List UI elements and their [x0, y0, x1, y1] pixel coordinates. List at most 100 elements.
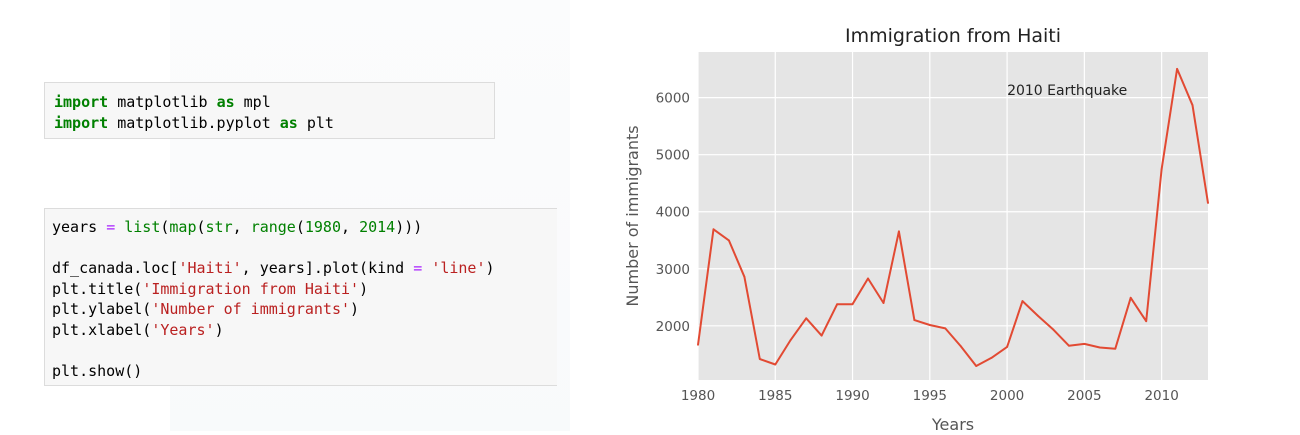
code-line: import matplotlib as mpl [54, 92, 494, 113]
code-cell-imports[interactable]: import matplotlib as mpl import matplotli… [44, 82, 495, 139]
code-line: import matplotlib.pyplot as plt [54, 113, 494, 134]
code-line: plt.ylabel('Number of immigrants') [52, 299, 557, 320]
data-point [820, 334, 823, 337]
y-tick-label: 6000 [656, 91, 690, 107]
data-point [851, 303, 854, 306]
code-token: ) [359, 279, 369, 298]
x-tick-label: 1980 [681, 388, 715, 404]
code-token: = [106, 218, 116, 236]
code-token: 'Number of immigrants' [151, 300, 351, 318]
data-point [728, 239, 730, 242]
code-token: 'Haiti' [178, 259, 242, 277]
data-point [1114, 347, 1117, 350]
code-line: years = list(map(str, range(1980, 2014))… [52, 217, 557, 238]
code-token: ( [160, 218, 170, 236]
code-token: plt.ylabel( [52, 300, 152, 318]
data-point [882, 302, 885, 304]
x-tick-label: 1995 [913, 388, 947, 404]
code-token: 'line' [431, 259, 486, 277]
data-point [1191, 104, 1194, 107]
data-point [944, 327, 947, 330]
code-token: 'Years' [151, 320, 215, 339]
code-token: df_canada.loc[ [52, 259, 179, 277]
data-point [1160, 168, 1163, 171]
code-token: , years].plot(kind [241, 259, 414, 277]
code-token: plt [297, 113, 334, 132]
data-point [1176, 68, 1178, 70]
x-axis-label: Years [931, 415, 974, 431]
data-point [1145, 320, 1148, 323]
code-token: list [124, 218, 161, 236]
data-point [1006, 345, 1008, 348]
x-tick-label: 2010 [1144, 388, 1178, 404]
y-tick-label: 3000 [656, 262, 690, 278]
code-token: 2014 [359, 218, 396, 236]
plot-area [698, 52, 1208, 380]
code-token: , [341, 218, 360, 236]
code-token: as [279, 113, 298, 132]
code-token [422, 259, 431, 277]
code-token: plt.show() [52, 361, 143, 380]
data-point [758, 358, 761, 360]
data-point [990, 356, 993, 359]
code-token: ( [196, 218, 206, 236]
data-point [1129, 296, 1132, 299]
data-point [913, 319, 916, 322]
code-line [52, 340, 557, 361]
code-token: 'Immigration from Haiti' [142, 279, 360, 298]
code-token: ) [350, 300, 360, 318]
code-token: plt.title( [52, 279, 143, 298]
y-tick-label: 2000 [656, 319, 690, 335]
code-token: import [54, 113, 109, 132]
code-token: ))) [395, 218, 423, 236]
data-point [867, 277, 869, 280]
chart-svg: 1980 1985 1990 1995 2000 2005 2010 2000 3000 4000… [623, 25, 1209, 434]
data-point [805, 317, 808, 320]
y-tick-label: 4000 [656, 205, 690, 221]
code-line: plt.title('Immigration from Haiti') [52, 279, 557, 300]
code-token: years [52, 218, 107, 236]
code-token: matplotlib.pyplot [108, 113, 280, 132]
data-point [898, 230, 900, 233]
code-token: import [54, 93, 109, 111]
code-token: str [205, 218, 233, 236]
x-tick-label: 1990 [835, 388, 869, 404]
y-tick-label: 5000 [656, 148, 690, 164]
code-token: ) [214, 320, 224, 339]
data-point [774, 363, 777, 366]
code-token: , [232, 218, 251, 236]
data-point [975, 365, 978, 367]
data-point [697, 343, 699, 346]
code-token: ( [295, 218, 305, 236]
code-cell-plot[interactable]: years = list(map(str, range(1980, 2014))… [44, 208, 557, 386]
annotation-earthquake: 2010 Earthquake [1007, 83, 1127, 99]
line-chart: 1980 1985 1990 1995 2000 2005 2010 2000 3000 4000… [600, 0, 1220, 434]
code-token: 1980 [304, 218, 341, 236]
data-point [836, 303, 838, 306]
code-token: as [216, 93, 235, 111]
code-token: mpl [234, 93, 271, 111]
data-point [712, 228, 715, 231]
code-line: df_canada.loc['Haiti', years].plot(kind … [52, 258, 557, 279]
code-token: plt.xlabel( [52, 320, 152, 339]
code-line: plt.show() [52, 361, 557, 382]
chart-title: Immigration from Haiti [845, 25, 1061, 47]
data-point [789, 338, 792, 341]
series-line [697, 67, 1209, 367]
code-token [115, 218, 124, 236]
x-tick-label: 1985 [758, 388, 792, 404]
data-point [1098, 346, 1101, 349]
code-line: plt.xlabel('Years') [52, 320, 557, 341]
code-token: map [169, 218, 197, 236]
y-axis-label: Number of immigrants [623, 125, 642, 306]
x-tick-label: 2005 [1067, 388, 1101, 404]
data-point [1021, 300, 1024, 303]
x-tick-label: 2000 [990, 388, 1024, 404]
data-point [1083, 343, 1086, 345]
data-point [928, 324, 931, 326]
axis-ticks: 1980 1985 1990 1995 2000 2005 2010 2000 3000 4000… [656, 91, 1179, 404]
data-point [959, 345, 962, 347]
data-point [743, 275, 746, 278]
data-point [1037, 314, 1039, 317]
code-token: = [413, 259, 423, 277]
